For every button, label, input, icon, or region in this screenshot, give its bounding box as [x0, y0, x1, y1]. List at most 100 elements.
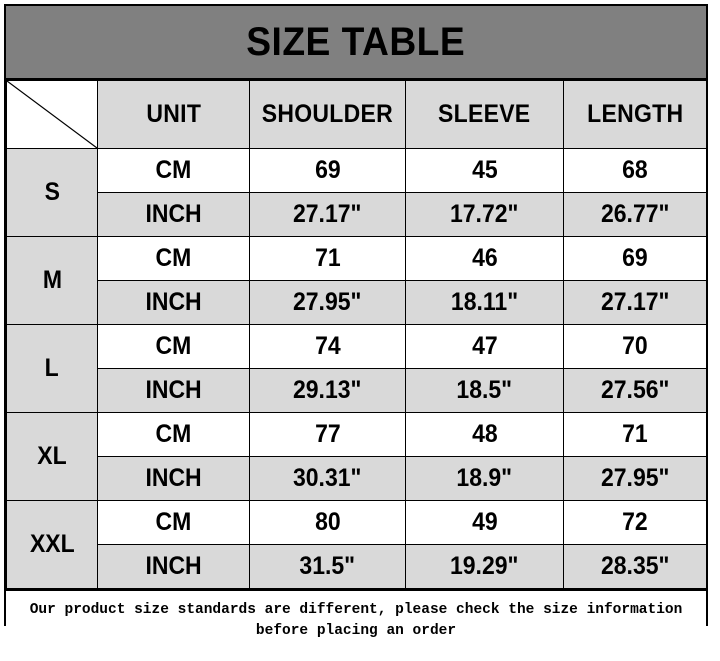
- table-row: INCH 27.17" 17.72" 26.77": [7, 192, 707, 237]
- size-table-card: SIZE TABLE UNIT SHOULDER: [4, 4, 708, 661]
- size-label: M: [42, 266, 62, 294]
- unit-label: CM: [155, 156, 192, 184]
- column-header-length: LENGTH: [563, 80, 707, 149]
- value-sleeve: 46: [405, 236, 564, 281]
- table-header: UNIT SHOULDER SLEEVE LENGTH: [6, 80, 707, 149]
- value-text: 30.31": [293, 464, 362, 492]
- value-shoulder: 80: [249, 500, 406, 545]
- unit-cell: CM: [97, 236, 250, 281]
- value-shoulder: 31.5": [249, 544, 406, 589]
- column-header-sleeve: SLEEVE: [405, 80, 564, 149]
- value-length: 28.35": [563, 544, 707, 589]
- value-shoulder: 74: [249, 324, 406, 369]
- value-sleeve: 47: [405, 324, 564, 369]
- value-length: 27.56": [563, 368, 707, 413]
- corner-cell: [6, 80, 98, 149]
- value-shoulder: 29.13": [249, 368, 406, 413]
- unit-label: CM: [155, 244, 192, 272]
- size-label-cell: XL: [6, 412, 98, 501]
- value-text: 26.77": [600, 200, 670, 228]
- value-length: 70: [563, 324, 707, 369]
- size-label-cell: XXL: [6, 500, 98, 589]
- value-length: 27.17": [563, 280, 707, 325]
- table-row: INCH 29.13" 18.5" 27.56": [7, 368, 707, 413]
- page-title: SIZE TABLE: [246, 19, 466, 64]
- diagonal-divider-icon: [7, 81, 97, 148]
- value-sleeve: 17.72": [405, 192, 564, 237]
- value-text: 19.29": [450, 552, 519, 580]
- table-row: INCH 31.5" 19.29" 28.35": [7, 544, 707, 589]
- size-label-cell: M: [6, 236, 98, 325]
- value-text: 80: [314, 508, 341, 536]
- value-sleeve: 48: [405, 412, 564, 457]
- table-row: M CM 71 46 69: [6, 236, 707, 325]
- value-text: 71: [622, 420, 648, 448]
- unit-label: INCH: [145, 288, 202, 316]
- value-text: 18.11": [450, 288, 519, 316]
- value-text: 45: [471, 156, 498, 184]
- value-text: 72: [622, 508, 648, 536]
- footer-note-text: Our product size standards are different…: [29, 602, 683, 640]
- value-text: 69: [314, 156, 341, 184]
- value-text: 27.56": [600, 376, 670, 404]
- value-length: 27.95": [563, 456, 707, 501]
- value-shoulder: 69: [249, 148, 406, 193]
- value-text: 70: [622, 332, 648, 360]
- value-sleeve: 18.5": [405, 368, 564, 413]
- value-shoulder: 71: [249, 236, 406, 281]
- unit-cell: INCH: [97, 544, 250, 589]
- size-label-cell: S: [6, 148, 98, 237]
- value-shoulder: 77: [249, 412, 406, 457]
- column-header-unit-label: UNIT: [146, 100, 201, 128]
- unit-cell: CM: [97, 148, 250, 193]
- value-text: 18.5": [456, 376, 513, 404]
- column-header-shoulder-label: SHOULDER: [261, 100, 394, 128]
- value-text: 27.17": [600, 288, 670, 316]
- value-text: 69: [622, 244, 648, 272]
- value-text: 27.95": [600, 464, 670, 492]
- value-text: 74: [314, 332, 341, 360]
- column-header-unit: UNIT: [97, 80, 250, 149]
- value-sleeve: 45: [405, 148, 564, 193]
- value-sleeve: 18.9": [405, 456, 564, 501]
- title-band: SIZE TABLE: [6, 6, 706, 80]
- value-text: 47: [471, 332, 498, 360]
- unit-label: INCH: [145, 552, 202, 580]
- unit-cell: CM: [97, 324, 250, 369]
- value-text: 68: [622, 156, 648, 184]
- size-table: UNIT SHOULDER SLEEVE LENGTH S CM: [6, 80, 707, 589]
- value-sleeve: 49: [405, 500, 564, 545]
- unit-label: CM: [155, 508, 192, 536]
- unit-label: INCH: [145, 200, 202, 228]
- column-header-shoulder: SHOULDER: [249, 80, 406, 149]
- unit-label: INCH: [145, 376, 202, 404]
- unit-cell: INCH: [97, 280, 250, 325]
- value-shoulder: 30.31": [249, 456, 406, 501]
- value-text: 28.35": [600, 552, 670, 580]
- value-text: 27.95": [293, 288, 362, 316]
- value-text: 77: [314, 420, 341, 448]
- value-text: 27.17": [293, 200, 362, 228]
- value-text: 49: [471, 508, 498, 536]
- unit-cell: INCH: [97, 456, 250, 501]
- value-text: 71: [314, 244, 341, 272]
- value-text: 17.72": [450, 200, 519, 228]
- value-text: 48: [471, 420, 498, 448]
- value-shoulder: 27.95": [249, 280, 406, 325]
- size-label: XXL: [29, 530, 75, 558]
- table-row: XL CM 77 48 71: [6, 412, 707, 501]
- value-shoulder: 27.17": [249, 192, 406, 237]
- unit-label: INCH: [145, 464, 202, 492]
- value-length: 68: [563, 148, 707, 193]
- table-row: L CM 74 47 70: [6, 324, 707, 413]
- unit-label: CM: [155, 420, 192, 448]
- size-label: XL: [37, 442, 67, 470]
- value-length: 71: [563, 412, 707, 457]
- table-row: XXL CM 80 49 72: [6, 500, 707, 589]
- table-body: S CM 69 45 68 INCH 27.17" 17.72" 26.77" …: [6, 148, 707, 589]
- column-header-sleeve-label: SLEEVE: [438, 100, 531, 128]
- unit-cell: INCH: [97, 368, 250, 413]
- value-sleeve: 19.29": [405, 544, 564, 589]
- size-label-cell: L: [6, 324, 98, 413]
- size-label: S: [44, 178, 60, 206]
